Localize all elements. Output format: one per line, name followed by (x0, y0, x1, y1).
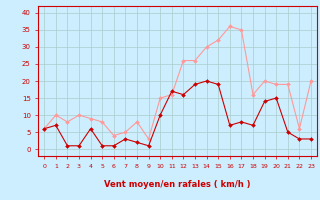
X-axis label: Vent moyen/en rafales ( km/h ): Vent moyen/en rafales ( km/h ) (104, 180, 251, 189)
